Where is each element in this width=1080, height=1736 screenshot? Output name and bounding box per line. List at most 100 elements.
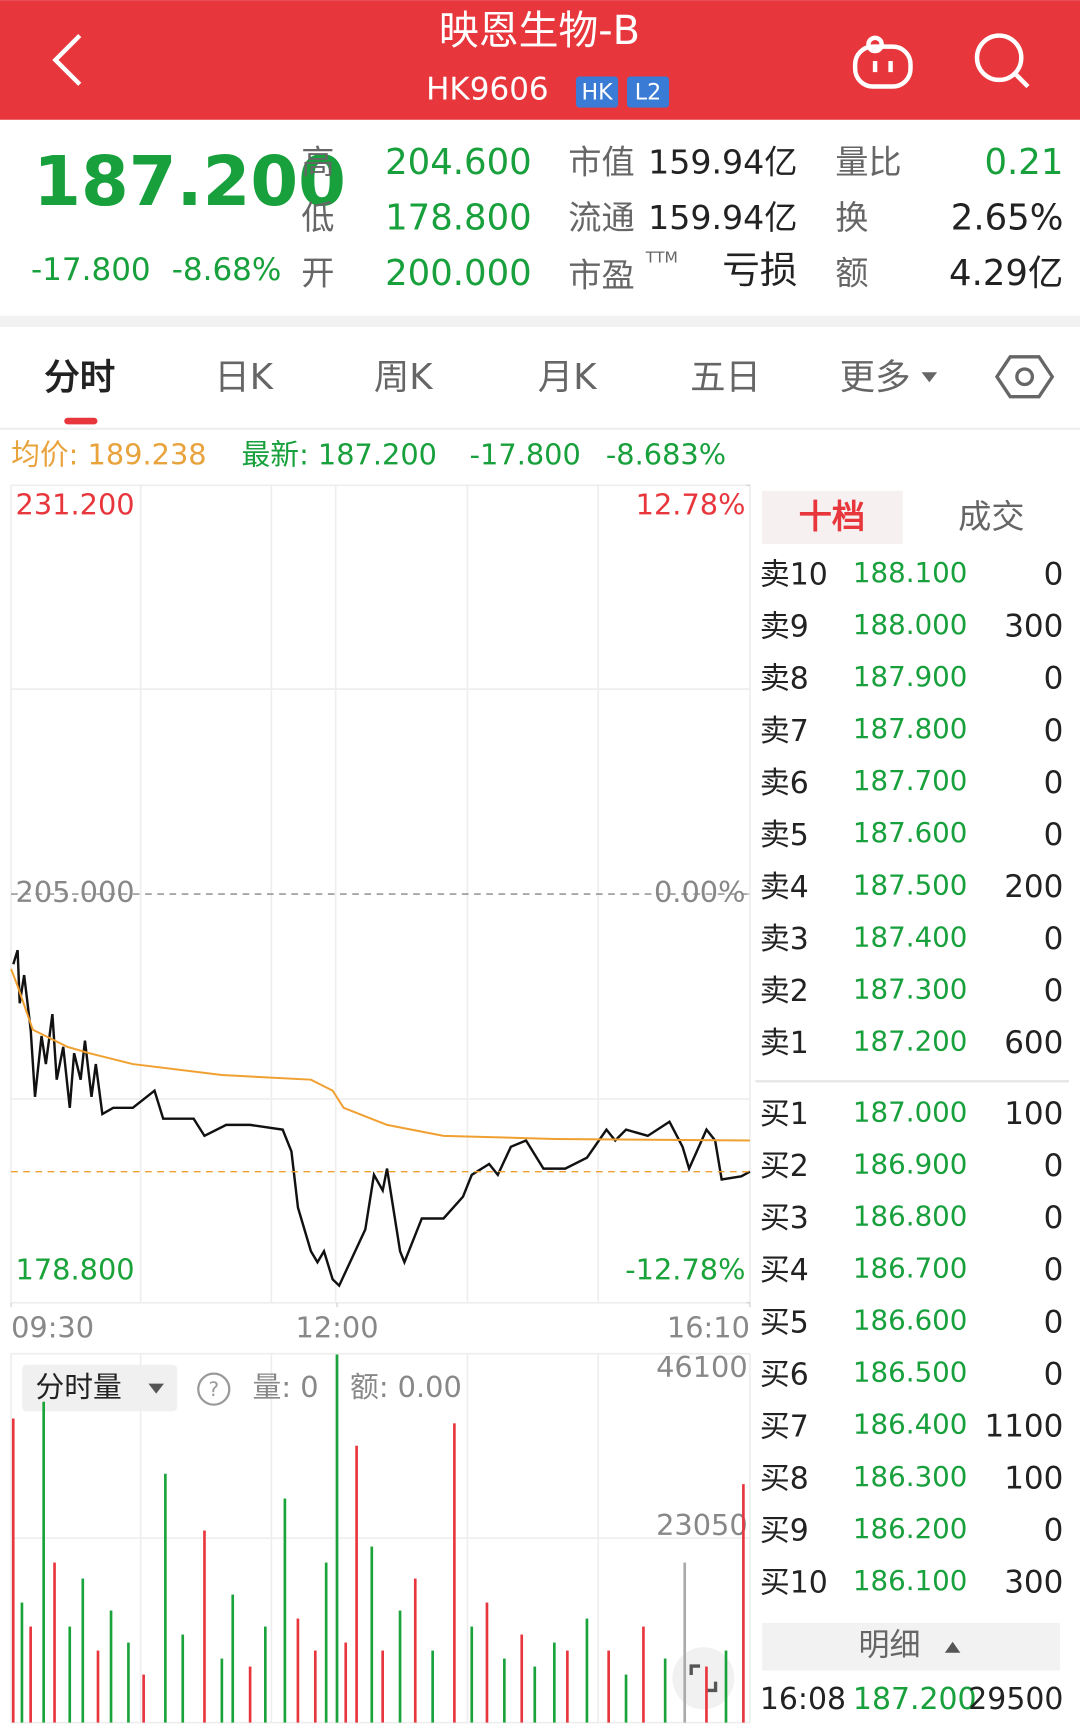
book-price: 186.300 <box>853 1460 967 1493</box>
book-price: 186.500 <box>853 1356 967 1389</box>
stat-label: 开 <box>301 253 334 292</box>
book-volume: 0 <box>1044 661 1064 697</box>
tab[interactable]: 更多 <box>840 357 911 398</box>
stat-label: 高 <box>301 143 334 182</box>
search-icon[interactable] <box>974 33 1030 89</box>
book-level: 卖8 <box>760 662 809 697</box>
book-volume: 600 <box>1004 1025 1063 1061</box>
book-volume: 0 <box>1044 1252 1064 1288</box>
dropdown-arrow <box>148 1383 164 1394</box>
volume-bar <box>344 1642 348 1723</box>
book-tab[interactable]: 十档 <box>799 497 865 536</box>
book-price: 188.000 <box>853 608 967 641</box>
book-tab-bg <box>762 490 903 544</box>
volume-bar <box>164 1473 167 1723</box>
volume-bar <box>553 1642 556 1723</box>
price: 187.200 <box>33 142 346 222</box>
detail-button[interactable] <box>762 1622 1061 1671</box>
book-volume: 0 <box>1044 817 1064 853</box>
book-level: 买9 <box>760 1514 809 1549</box>
book-price: 188.100 <box>853 556 967 589</box>
tab[interactable]: 周K <box>374 357 433 398</box>
book-volume: 0 <box>1044 1148 1064 1184</box>
y-tick-label: 231.200 <box>16 487 135 521</box>
y2-tick-label: -12.78% <box>625 1253 745 1287</box>
book-level: 卖1 <box>760 1026 809 1061</box>
stat-label: 市盈 <box>568 256 634 295</box>
volume-bar <box>109 1610 113 1723</box>
tab[interactable]: 五日 <box>690 357 761 398</box>
book-price: 187.900 <box>853 660 967 693</box>
tab[interactable]: 月K <box>538 357 597 398</box>
expand-icon[interactable] <box>672 1647 735 1710</box>
y2-tick-label: 12.78% <box>636 487 746 521</box>
volume-bar <box>263 1626 267 1723</box>
tab-indicator <box>64 417 98 425</box>
badge <box>576 76 619 108</box>
stat-value: 2.65% <box>951 197 1064 238</box>
book-level: 卖2 <box>760 974 809 1009</box>
volume-bar <box>181 1634 185 1723</box>
robot-icon[interactable] <box>852 35 913 89</box>
volume-bar <box>663 1658 667 1723</box>
stat-label: 市值 <box>568 143 634 182</box>
book-price: 186.100 <box>853 1564 967 1597</box>
volume-bar <box>624 1674 628 1723</box>
volume-bar <box>20 1602 24 1723</box>
volume-bar <box>370 1546 374 1723</box>
avg-price: 均价: 189.238 <box>11 437 207 471</box>
book-price: 186.900 <box>853 1147 967 1180</box>
tab[interactable]: 日K <box>214 357 273 398</box>
volume-bar <box>533 1666 537 1723</box>
amount-label: 额: 0.00 <box>350 1370 462 1404</box>
volume-bar <box>642 1626 645 1723</box>
book-volume: 0 <box>1044 1304 1064 1340</box>
volume-bar <box>127 1642 130 1723</box>
x-tick-label: 16:10 <box>667 1310 750 1344</box>
volume-bar <box>453 1423 456 1723</box>
book-volume: 300 <box>1004 609 1063 645</box>
volume-bar <box>683 1562 687 1723</box>
volume-bar <box>355 1445 358 1723</box>
latest-change: -17.800 <box>470 437 581 471</box>
book-tab[interactable]: 成交 <box>958 497 1024 536</box>
book-price: 187.200 <box>853 1024 967 1057</box>
y-tick-label: 178.800 <box>16 1253 135 1287</box>
volume-bar <box>566 1650 569 1723</box>
badge <box>626 76 670 108</box>
help-icon[interactable] <box>197 1372 231 1406</box>
volume-bar <box>503 1658 506 1723</box>
tab[interactable]: 分时 <box>44 357 115 398</box>
book-price: 187.800 <box>853 712 967 745</box>
book-volume: 300 <box>1004 1565 1063 1601</box>
book-volume: 200 <box>1004 869 1063 905</box>
stat-label: 低 <box>301 198 334 237</box>
volume-bar <box>585 1618 589 1723</box>
book-level: 买5 <box>760 1305 809 1340</box>
book-price: 187.600 <box>853 816 967 849</box>
volume-label: 量: 0 <box>253 1370 319 1404</box>
chart-grid <box>10 484 751 1724</box>
book-volume: 0 <box>1044 713 1064 749</box>
stat-label: 额 <box>835 253 868 292</box>
book-price: 187.500 <box>853 868 967 901</box>
volume-bar <box>11 1418 15 1723</box>
change-pct: -8.68% <box>172 252 282 288</box>
settings-icon[interactable] <box>994 355 1055 399</box>
volume-bar <box>313 1650 317 1723</box>
y-tick-label: 23050 <box>656 1508 748 1542</box>
stock-name: 映恩生物-B <box>439 8 640 54</box>
book-level: 买4 <box>760 1253 809 1288</box>
book-price: 187.300 <box>853 972 967 1005</box>
stock-code: HK9606 <box>426 71 549 107</box>
book-volume: 0 <box>1044 973 1064 1009</box>
latest-price: 最新: 187.200 <box>241 437 437 471</box>
detail-label: 明细 <box>858 1628 920 1664</box>
back-button[interactable] <box>52 34 82 86</box>
volume-dropdown[interactable] <box>22 1364 178 1412</box>
volume-bar <box>248 1666 252 1723</box>
volume-bar <box>742 1484 745 1723</box>
volume-bar <box>431 1650 434 1723</box>
book-level: 买2 <box>760 1149 809 1184</box>
